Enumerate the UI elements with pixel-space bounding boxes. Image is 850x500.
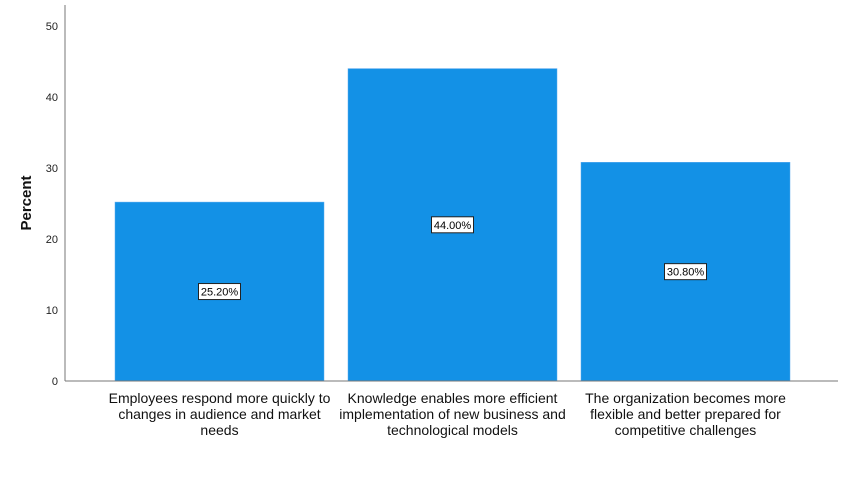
y-tick-label: 10: [46, 305, 58, 317]
y-tick-label: 30: [46, 163, 58, 175]
x-tick-label: Knowledge enables more efficient impleme…: [339, 390, 566, 438]
data-label-box: [431, 216, 474, 234]
x-tick-label: The organization becomes more flexible a…: [585, 390, 786, 438]
y-tick-label: 0: [52, 376, 58, 388]
y-tick-label: 50: [46, 21, 58, 33]
data-label-box: [664, 263, 707, 281]
data-label: 44.00%: [434, 220, 472, 232]
y-tick-label: 40: [46, 92, 58, 104]
y-axis-title: Percent: [18, 175, 35, 230]
y-tick-label: 20: [46, 234, 58, 246]
data-label-box: [198, 283, 241, 301]
bar: [347, 68, 558, 382]
data-label: 30.80%: [667, 267, 705, 279]
x-tick-label: Employees respond more quickly to change…: [108, 390, 331, 438]
data-label: 25.20%: [201, 287, 239, 299]
